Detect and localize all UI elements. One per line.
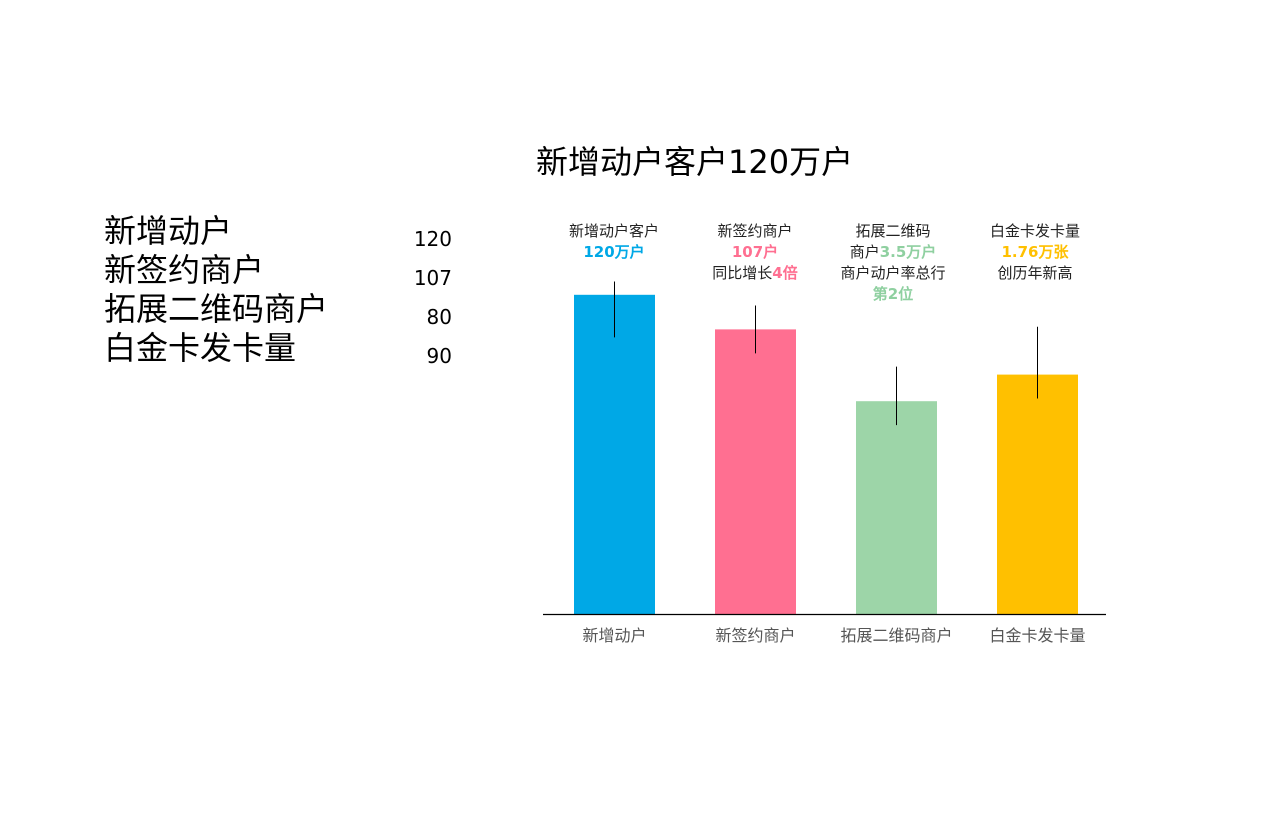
- side-label: 新增动户: [104, 212, 233, 250]
- annotation-line: 商户动户率总行: [840, 264, 946, 282]
- annotation-highlight: 120万户: [583, 243, 645, 261]
- annotation-line: 新增动户客户: [568, 222, 659, 240]
- annotation-highlight: 3.5万户: [879, 243, 937, 261]
- side-label: 白金卡发卡量: [104, 329, 297, 367]
- bar: [715, 329, 796, 614]
- side-row: 拓展二维码商户 80: [104, 290, 464, 329]
- x-tick-label: 白金卡发卡量: [989, 626, 1085, 645]
- bar-annotation-new-active: 新增动户客户 120万户: [539, 221, 689, 263]
- side-value: 80: [426, 305, 452, 329]
- bar-annotation-platinum-card: 白金卡发卡量 1.76万张 创历年新高: [960, 221, 1110, 284]
- annotation-highlight: 1.76万张: [1001, 243, 1069, 261]
- annotation-text: 商户: [849, 243, 880, 261]
- annotation-highlight: 107户: [731, 243, 779, 261]
- annotation-line: 拓展二维码: [855, 222, 931, 240]
- side-label: 新签约商户: [104, 251, 265, 289]
- side-label: 拓展二维码商户: [104, 290, 329, 328]
- annotation-line: 商户3.5万户: [818, 242, 968, 263]
- annotation-highlight: 4倍: [772, 264, 798, 282]
- side-row: 新增动户 120: [104, 212, 464, 251]
- side-table: 新增动户 120 新签约商户 107 拓展二维码商户 80 白金卡发卡量 90: [104, 212, 464, 368]
- annotation-line: 同比增长4倍: [680, 263, 830, 284]
- annotation-line: 新签约商户: [717, 222, 793, 240]
- bar-annotation-qr-merchant: 拓展二维码 商户3.5万户 商户动户率总行 第2位: [818, 221, 968, 305]
- chart-title: 新增动户客户120万户: [536, 143, 854, 181]
- side-value: 120: [413, 227, 452, 251]
- x-tick-label: 拓展二维码商户: [840, 626, 952, 645]
- x-tick-label: 新增动户: [582, 626, 646, 645]
- x-tick-label: 新签约商户: [715, 626, 795, 645]
- bar-annotation-new-merchant: 新签约商户 107户 同比增长4倍: [680, 221, 830, 284]
- side-row: 新签约商户 107: [104, 251, 464, 290]
- annotation-text: 同比增长: [712, 264, 773, 282]
- side-value: 107: [413, 266, 452, 290]
- annotation-line: 创历年新高: [997, 264, 1073, 282]
- bar: [997, 374, 1078, 614]
- annotation-highlight: 第2位: [872, 285, 914, 303]
- bar: [574, 294, 655, 614]
- side-row: 白金卡发卡量 90: [104, 329, 464, 368]
- annotation-line: 白金卡发卡量: [989, 222, 1080, 240]
- side-value: 90: [426, 344, 452, 368]
- bar: [856, 401, 937, 614]
